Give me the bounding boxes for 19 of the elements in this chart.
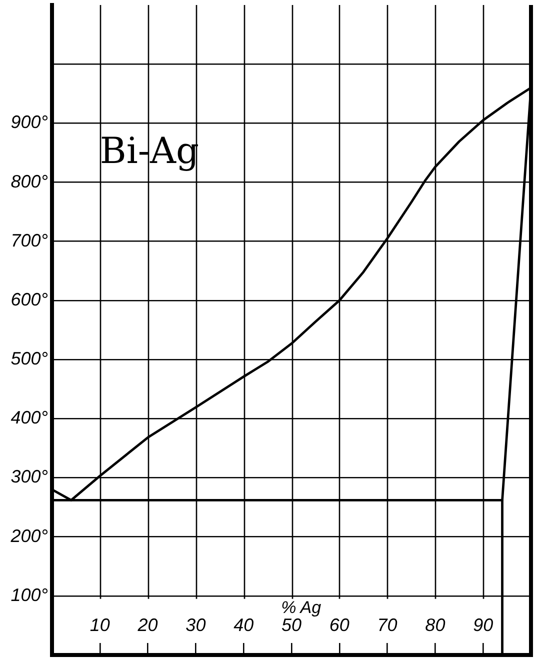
x-tick-label: 20 <box>136 615 158 636</box>
x-tick-label: 80 <box>425 615 446 636</box>
y-tick-label: 900° <box>10 112 48 132</box>
x-tick-label: 60 <box>329 615 350 636</box>
x-tick-label: 50 <box>281 615 302 636</box>
x-tick-label: 70 <box>377 615 398 636</box>
y-tick-label: 500° <box>10 348 48 369</box>
x-tick-label: 10 <box>90 615 110 636</box>
y-tick-label: 800° <box>10 171 48 192</box>
y-tick-label: 600° <box>10 289 48 310</box>
x-tick-label: 90 <box>473 615 494 636</box>
x-tick-label: 30 <box>186 615 206 636</box>
x-axis-title: % Ag <box>281 598 322 617</box>
y-tick-label: 200° <box>10 526 48 546</box>
y-tick-label: 700° <box>10 230 48 250</box>
x-tick-label: 40 <box>234 615 254 636</box>
y-tick-label: 400° <box>10 408 48 428</box>
y-tick-label: 300° <box>10 466 48 487</box>
y-tick-label: 100° <box>10 584 48 605</box>
